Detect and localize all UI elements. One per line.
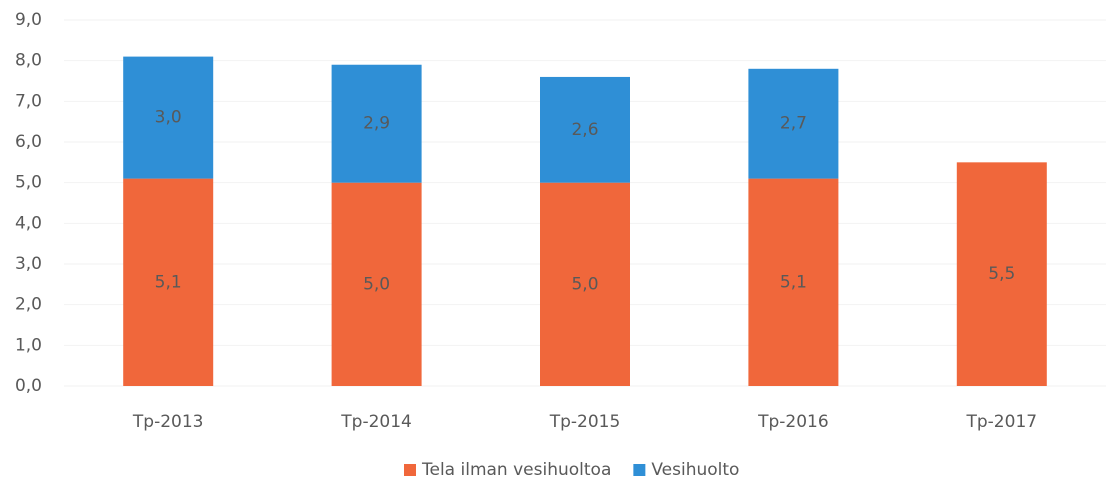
y-tick-label: 6,0 — [15, 132, 42, 152]
bar-segment — [123, 56, 214, 179]
value-label: 2,6 — [571, 120, 598, 140]
y-tick-label: 2,0 — [15, 295, 42, 315]
y-tick-label: 7,0 — [15, 91, 42, 111]
x-tick-label: Tp-2017 — [966, 412, 1038, 432]
y-tick-label: 3,0 — [15, 254, 42, 274]
legend-swatch — [633, 464, 646, 476]
y-tick-label: 5,0 — [15, 173, 42, 193]
bar-segment — [540, 182, 630, 386]
legend-label: Vesihuolto — [651, 460, 739, 480]
y-tick-label: 4,0 — [15, 213, 42, 233]
bar-segment — [331, 64, 422, 183]
bar-segment — [748, 178, 839, 386]
value-label: 5,0 — [571, 274, 598, 294]
x-tick-label: Tp-2016 — [757, 412, 829, 432]
bar-segment — [123, 178, 214, 386]
x-tick-label: Tp-2015 — [549, 412, 621, 432]
value-label: 3,0 — [155, 108, 182, 128]
y-tick-label: 8,0 — [15, 51, 42, 71]
value-label: 5,1 — [780, 272, 807, 292]
value-label: 5,0 — [363, 274, 390, 294]
x-tick-label: Tp-2013 — [132, 412, 204, 432]
x-tick-label: Tp-2014 — [340, 412, 412, 432]
value-label: 2,9 — [363, 114, 390, 134]
bar-segment — [331, 182, 422, 386]
value-label: 2,7 — [780, 114, 807, 134]
value-label: 5,1 — [155, 272, 182, 292]
bar-segment — [540, 76, 630, 183]
bar-segment — [956, 162, 1047, 386]
value-label: 5,5 — [988, 264, 1015, 284]
y-tick-label: 0,0 — [15, 376, 42, 396]
y-tick-label: 1,0 — [15, 335, 42, 355]
bar-segment — [748, 68, 839, 179]
y-tick-label: 9,0 — [15, 10, 42, 30]
legend-label: Tela ilman vesihuoltoa — [421, 460, 611, 480]
legend-swatch — [404, 464, 416, 476]
